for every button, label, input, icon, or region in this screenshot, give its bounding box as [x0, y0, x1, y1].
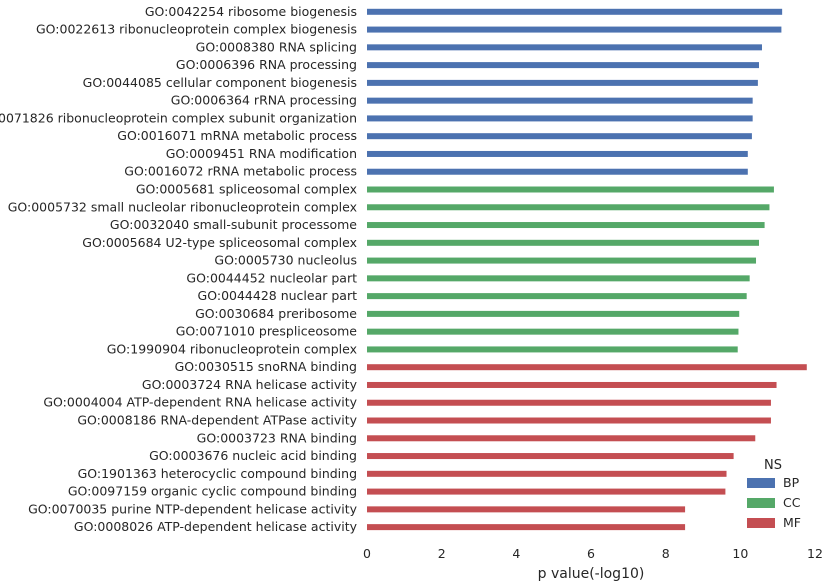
category-label: GO:0071010 prespliceosome	[176, 324, 358, 339]
bar	[367, 470, 727, 477]
x-tick-label: 10	[732, 546, 748, 561]
category-label: GO:0003676 nucleic acid binding	[149, 448, 357, 463]
category-label: GO:0071826 ribonucleoprotein complex sub…	[0, 110, 357, 125]
category-label: GO:1901363 heterocyclic compound binding	[78, 466, 357, 481]
category-label: GO:0044085 cellular component biogenesis	[83, 75, 357, 90]
legend-swatch	[747, 498, 775, 508]
category-label: GO:0022613 ribonucleoprotein complex bio…	[36, 22, 357, 37]
bar	[367, 168, 748, 175]
x-axis: 0 2 4 6 8 10 12	[363, 546, 823, 561]
category-label: GO:0042254 ribosome biogenesis	[145, 4, 357, 19]
category-label: GO:0003724 RNA helicase activity	[142, 377, 358, 392]
category-label: GO:0005681 spliceosomal complex	[136, 182, 357, 197]
bar	[367, 133, 752, 140]
bar	[367, 239, 759, 246]
x-tick-label: 8	[662, 546, 670, 561]
category-label: GO:0016071 mRNA metabolic process	[117, 128, 357, 143]
bar	[367, 222, 765, 229]
category-label: GO:0097159 organic cyclic compound bindi…	[68, 484, 357, 499]
x-tick-label: 6	[587, 546, 595, 561]
category-label: GO:0006364 rRNA processing	[171, 93, 357, 108]
bar	[367, 435, 756, 442]
bar	[367, 62, 759, 69]
legend-label: CC	[783, 495, 801, 510]
category-labels: GO:0042254 ribosome biogenesis GO:0022613…	[0, 4, 358, 534]
bar	[367, 257, 757, 264]
bar	[367, 97, 753, 104]
category-label: GO:0032040 small-subunit processome	[110, 217, 357, 232]
bar	[367, 453, 734, 460]
bar	[367, 488, 726, 495]
bar	[367, 79, 758, 86]
category-label: GO:0005732 small nucleolar ribonucleopro…	[8, 199, 357, 214]
x-tick-label: 4	[512, 546, 520, 561]
legend-label: MF	[783, 515, 801, 530]
category-label: GO:1990904 ribonucleoprotein complex	[107, 341, 357, 356]
category-label: GO:0016072 rRNA metabolic process	[124, 164, 357, 179]
bar	[367, 275, 750, 282]
category-label: GO:0006396 RNA processing	[176, 57, 357, 72]
x-tick-label: 12	[807, 546, 823, 561]
bar	[367, 44, 762, 51]
category-label: GO:0008186 RNA-dependent ATPase activity	[77, 413, 357, 428]
legend-title: NS	[764, 458, 782, 473]
category-label: GO:0008026 ATP-dependent helicase activi…	[74, 519, 358, 534]
bar	[367, 150, 748, 157]
category-label: GO:0003723 RNA binding	[197, 430, 357, 445]
category-label: GO:0005684 U2-type spliceosomal complex	[82, 235, 357, 250]
bar	[367, 115, 753, 122]
bar	[367, 346, 738, 353]
legend-swatch	[747, 478, 775, 488]
category-label: GO:0009451 RNA modification	[166, 146, 357, 161]
bar	[367, 293, 747, 300]
bars-layer	[367, 8, 807, 531]
bar	[367, 381, 777, 388]
bar	[367, 506, 686, 513]
category-label: GO:0004004 ATP-dependent RNA helicase ac…	[43, 395, 357, 410]
legend-label: BP	[783, 475, 800, 490]
bar	[367, 26, 782, 33]
bar	[367, 417, 771, 424]
legend-items: BP CC MF	[747, 475, 801, 530]
bar	[367, 8, 783, 15]
category-label: GO:0030515 snoRNA binding	[175, 359, 357, 374]
bar	[367, 310, 740, 317]
bar	[367, 186, 774, 193]
legend-swatch	[747, 518, 775, 528]
bar	[367, 524, 686, 531]
category-label: GO:0030684 preribosome	[195, 306, 357, 321]
category-label: GO:0008380 RNA splicing	[196, 39, 357, 54]
x-axis-label: p value(-log10)	[538, 566, 645, 582]
x-tick-label: 0	[363, 546, 371, 561]
bar	[367, 399, 771, 406]
category-label: GO:0070035 purine NTP-dependent helicase…	[28, 501, 358, 516]
bar	[367, 328, 739, 335]
bar	[367, 204, 770, 211]
bar	[367, 364, 807, 371]
category-label: GO:0044452 nucleolar part	[186, 270, 357, 285]
x-tick-label: 2	[438, 546, 446, 561]
category-label: GO:0044428 nuclear part	[198, 288, 358, 303]
legend: NS BP CC MF	[747, 458, 801, 530]
category-label: GO:0005730 nucleolus	[214, 253, 357, 268]
